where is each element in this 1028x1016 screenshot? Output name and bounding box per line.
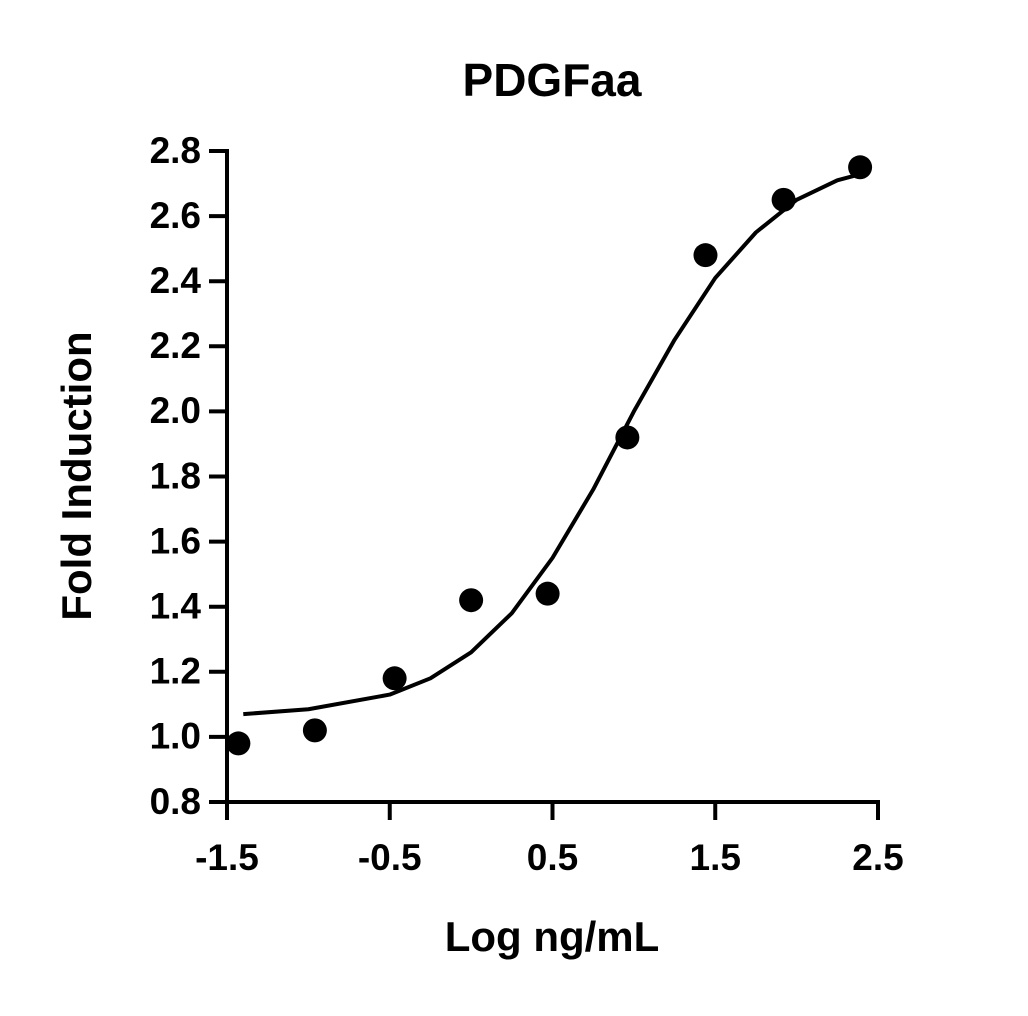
x-axis-label: Log ng/mL bbox=[445, 913, 660, 960]
x-tick-label: 1.5 bbox=[690, 837, 741, 878]
data-point bbox=[302, 718, 327, 743]
data-point bbox=[693, 243, 718, 268]
chart-title: PDGFaa bbox=[463, 54, 642, 106]
x-tick-label: 2.5 bbox=[852, 837, 903, 878]
y-tick-label: 1.6 bbox=[150, 520, 201, 561]
x-tick-label: 0.5 bbox=[527, 837, 578, 878]
y-axis-label: Fold Induction bbox=[53, 331, 100, 620]
y-tick-label: 2.6 bbox=[150, 195, 201, 236]
data-point bbox=[382, 666, 407, 691]
x-tick-label: -1.5 bbox=[195, 837, 259, 878]
data-point bbox=[226, 731, 251, 756]
y-tick-label: 2.2 bbox=[150, 325, 201, 366]
y-tick-label: 2.0 bbox=[150, 390, 201, 431]
y-tick-label: 2.4 bbox=[150, 260, 202, 301]
data-point bbox=[848, 155, 873, 180]
y-tick-label: 0.8 bbox=[150, 781, 201, 822]
y-tick-label: 2.8 bbox=[150, 130, 201, 171]
y-tick-label: 1.8 bbox=[150, 455, 201, 496]
data-point bbox=[535, 581, 560, 606]
y-tick-label: 1.2 bbox=[150, 651, 201, 692]
fit-curve bbox=[243, 171, 863, 717]
y-tick-label: 1.4 bbox=[150, 585, 202, 626]
data-point bbox=[459, 588, 484, 613]
y-tick-label: 1.0 bbox=[150, 716, 201, 757]
x-tick-label: -0.5 bbox=[358, 837, 422, 878]
